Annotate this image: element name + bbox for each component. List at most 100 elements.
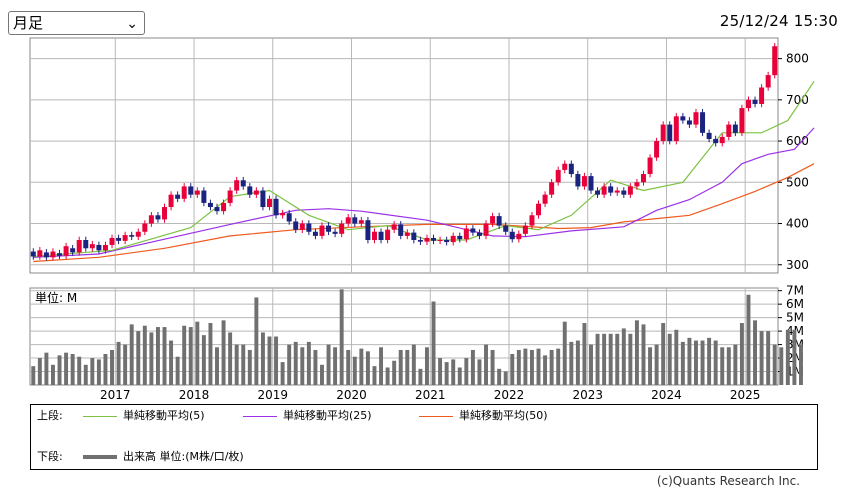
volume-axis-label: 単位: M [35,290,77,305]
candle-body [542,194,548,204]
candle-body [116,237,122,241]
volume-bar [116,341,121,385]
volume-bar [57,355,62,385]
candle-body [266,198,272,208]
volume-bar [792,329,797,385]
volume-bar [385,367,390,385]
volume-bar [582,323,587,385]
volume-bar [562,321,567,385]
volume-bar [110,349,114,385]
volume-bar [142,325,147,385]
timestamp: 25/12/24 15:30 [719,12,838,30]
volume-bar [720,347,725,385]
candle-body [345,217,351,224]
candle-body [142,223,148,232]
volume-bar [569,341,574,385]
candle-body [581,176,587,187]
candle-body [536,203,542,216]
candle-body [96,244,102,251]
candle-body [201,190,207,203]
volume-bar [707,337,712,385]
candle-body [378,231,384,241]
volume-bar [766,331,771,385]
volume-bar [674,329,679,385]
volume-bar [31,366,36,385]
volume-bar [543,355,548,385]
volume-bar [516,349,521,385]
x-tick-label: 2021 [415,388,446,402]
legend-volume-swatch [83,455,117,459]
period-select[interactable]: 月足 ⌄ [8,11,145,35]
volume-bar [746,294,751,385]
volume-bar [444,362,449,385]
candle-body [227,190,233,203]
candle-body [752,99,758,104]
volume-bar [523,348,528,385]
candle-body [194,190,200,195]
volume-bar [589,344,593,385]
period-select-value: 月足 [13,14,44,32]
candle-body [476,232,482,236]
candle-body [326,225,332,232]
candle-body [562,163,568,170]
volume-bar [103,354,108,385]
candle-body [122,235,128,241]
volume-tick-label: 7M [786,284,804,298]
volume-bar [497,368,502,385]
volume-bar [293,341,298,385]
volume-bar [648,347,653,385]
candle-body [640,174,646,183]
candle-body [129,235,135,237]
volume-bar [287,344,292,385]
candle-body [588,176,594,191]
volume-bar [169,340,174,385]
legend-ma25-label: 単純移動平均(25) [283,409,372,422]
volume-bar [628,333,633,385]
volume-bar [201,335,206,385]
candle-body [70,248,76,253]
candle-body [726,124,732,137]
volume-bar [418,368,423,385]
volume-bar [50,364,55,385]
candle-body [496,216,502,226]
volume-bar [438,358,443,385]
candle-body [647,157,653,175]
volume-bar [215,347,219,385]
volume-panel [29,287,779,386]
candle-body [155,215,161,220]
candle-body [30,251,36,257]
candle-body [404,232,410,236]
legend-ma25-swatch [243,415,277,417]
volume-bar [621,328,626,385]
candle-body [713,139,719,144]
candle-body [214,207,220,212]
price-tick-label: 400 [786,217,809,231]
volume-bar [267,336,272,385]
volume-bar [274,336,279,385]
legend-ma5: 単純移動平均(5) [83,408,205,424]
volume-bar [83,364,88,385]
x-tick-label: 2017 [100,388,131,402]
copyright: (c)Quants Research Inc. [656,474,800,488]
volume-bar [798,344,803,385]
candle-body [470,228,476,233]
volume-bar [785,329,790,385]
volume-bar [149,332,154,385]
volume-bar [379,347,384,385]
candle-body [391,224,397,230]
volume-bar [464,358,469,385]
candle-body [253,190,259,195]
candle-body [306,223,312,232]
legend-ma25: 単純移動平均(25) [243,408,372,424]
volume-bar [234,344,239,385]
x-tick-label: 2023 [572,388,603,402]
candle-body [693,112,699,125]
candle-body [273,198,279,216]
volume-bar [753,320,758,385]
candle-body [43,252,49,258]
candle-body [614,190,620,193]
volume-bar [77,356,82,385]
candle-body [483,223,489,236]
volume-tick-label: 6M [786,297,804,311]
legend-volume: 出来高 単位:(M株/口/枚) [83,449,244,465]
